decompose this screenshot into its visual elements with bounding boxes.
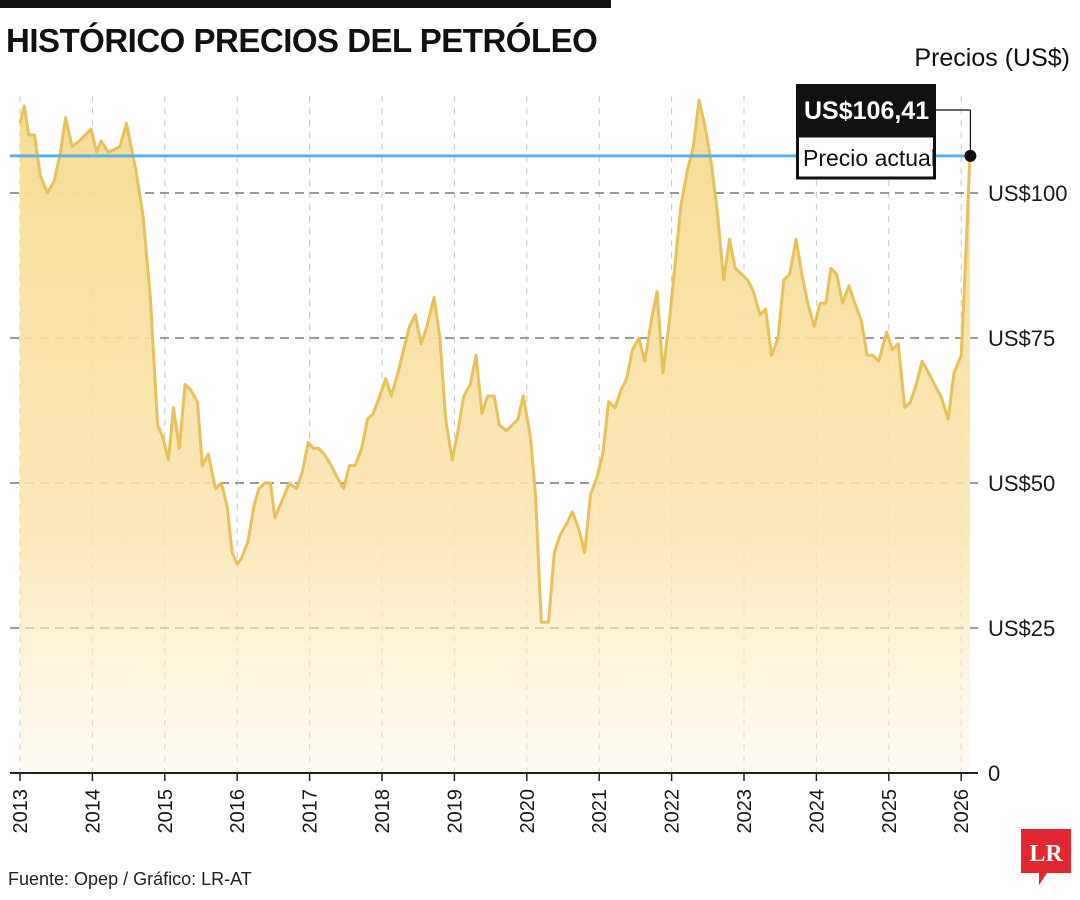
x-tick-label: 2021 bbox=[589, 789, 611, 834]
x-tick-label: 2014 bbox=[82, 789, 104, 834]
x-tick-label: 2017 bbox=[300, 789, 322, 834]
source-note: Fuente: Opep / Gráfico: LR-AT bbox=[8, 869, 252, 889]
y-tick-label: US$100 bbox=[988, 181, 1068, 206]
y-tick-label: US$75 bbox=[988, 326, 1055, 351]
x-tick-label: 2013 bbox=[10, 789, 32, 834]
callout-value: US$106,41 bbox=[804, 97, 929, 125]
x-tick-label: 2018 bbox=[372, 789, 394, 834]
x-tick-label: 2016 bbox=[227, 789, 249, 834]
x-tick-label: 2015 bbox=[155, 789, 177, 834]
current-price-dot bbox=[964, 149, 977, 162]
chart-title: HISTÓRICO PRECIOS DEL PETRÓLEO bbox=[6, 22, 598, 59]
current-price-callout: US$106,41 Precio actual bbox=[796, 84, 977, 180]
callout-caption: Precio actual bbox=[803, 145, 936, 171]
lr-logo-text: LR bbox=[1029, 841, 1063, 867]
x-tick-label: 2024 bbox=[806, 789, 828, 834]
x-tick-label: 2023 bbox=[734, 789, 756, 834]
x-tick-label: 2022 bbox=[662, 789, 684, 834]
y-tick-label: US$25 bbox=[988, 616, 1055, 641]
callout-value-box bbox=[796, 84, 936, 136]
y-tick-label: 0 bbox=[988, 761, 1000, 786]
callout-caption-box bbox=[796, 134, 936, 180]
y-axis-unit-label: Precios (US$) bbox=[914, 44, 1070, 72]
x-tick-label: 2020 bbox=[517, 789, 539, 834]
x-tick-label: 2019 bbox=[444, 789, 466, 834]
y-tick-label: US$50 bbox=[988, 471, 1055, 496]
price-line bbox=[18, 98, 972, 624]
x-tick-label: 2026 bbox=[951, 789, 973, 834]
lr-logo: LR bbox=[1021, 829, 1071, 885]
price-area bbox=[20, 100, 970, 773]
top-rule bbox=[0, 0, 611, 8]
x-tick-label: 2025 bbox=[879, 789, 901, 834]
axis-layer: 0 US$25 US$50 US$75 US$100 2013 2014 2015 2016 20… bbox=[10, 181, 1068, 834]
